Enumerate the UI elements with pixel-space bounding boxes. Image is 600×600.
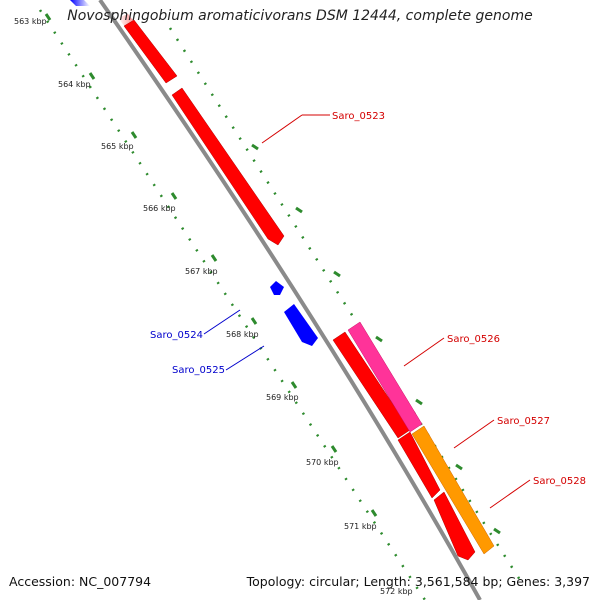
tick-labels: 563 kbp 564 kbp 565 kbp 566 kbp 567 kbp … <box>14 17 413 596</box>
gene-arrow-saro-0523[interactable] <box>171 87 285 246</box>
gene-label[interactable]: Saro_0525 <box>172 365 225 376</box>
gene-label[interactable]: Saro_0528 <box>533 476 586 487</box>
gene-labels: Saro_0523 Saro_0524 Saro_0525 Saro_0526 … <box>150 111 586 487</box>
tick-label: 569 kbp <box>266 393 299 402</box>
gene-arrow-saro-0524[interactable] <box>270 281 284 295</box>
gene-arrow-saro-0527-red[interactable] <box>397 431 441 499</box>
tick-label: 568 kbp <box>226 330 259 339</box>
genome-summary: Topology: circular; Length: 3,561,584 bp… <box>246 574 590 589</box>
gene-arrow-saro-0525[interactable] <box>284 304 318 346</box>
tick-label: 565 kbp <box>101 142 134 151</box>
gene-arrow-saro-0527[interactable] <box>411 425 495 555</box>
tick-label: 571 kbp <box>344 522 377 531</box>
gene-arrow-blue-top[interactable] <box>70 0 90 6</box>
tick-label: 570 kbp <box>306 458 339 467</box>
leader-lines <box>203 114 531 509</box>
genome-backbone <box>98 0 482 600</box>
gene-arrow-saro-0526[interactable] <box>347 321 423 433</box>
accession-label: Accession: NC_007794 <box>9 574 152 589</box>
tick-label: 567 kbp <box>185 267 218 276</box>
gene-label[interactable]: Saro_0524 <box>150 330 203 341</box>
gene-label[interactable]: Saro_0527 <box>497 416 550 427</box>
features <box>70 0 495 561</box>
gene-label[interactable]: Saro_0526 <box>447 334 500 345</box>
major-ticks <box>44 13 501 535</box>
tick-label: 572 kbp <box>380 587 413 596</box>
gene-arrow-saro-0528[interactable] <box>433 491 476 561</box>
genome-title: Novosphingobium aromaticivorans DSM 1244… <box>67 8 533 24</box>
tick-label: 563 kbp <box>14 17 47 26</box>
gene-label[interactable]: Saro_0523 <box>332 111 385 122</box>
tick-track-inner <box>38 9 427 600</box>
tick-label: 566 kbp <box>143 204 176 213</box>
tick-label: 564 kbp <box>58 80 91 89</box>
tick-track-outer <box>168 27 522 581</box>
gene-arrow-saro-0522[interactable] <box>123 19 178 84</box>
